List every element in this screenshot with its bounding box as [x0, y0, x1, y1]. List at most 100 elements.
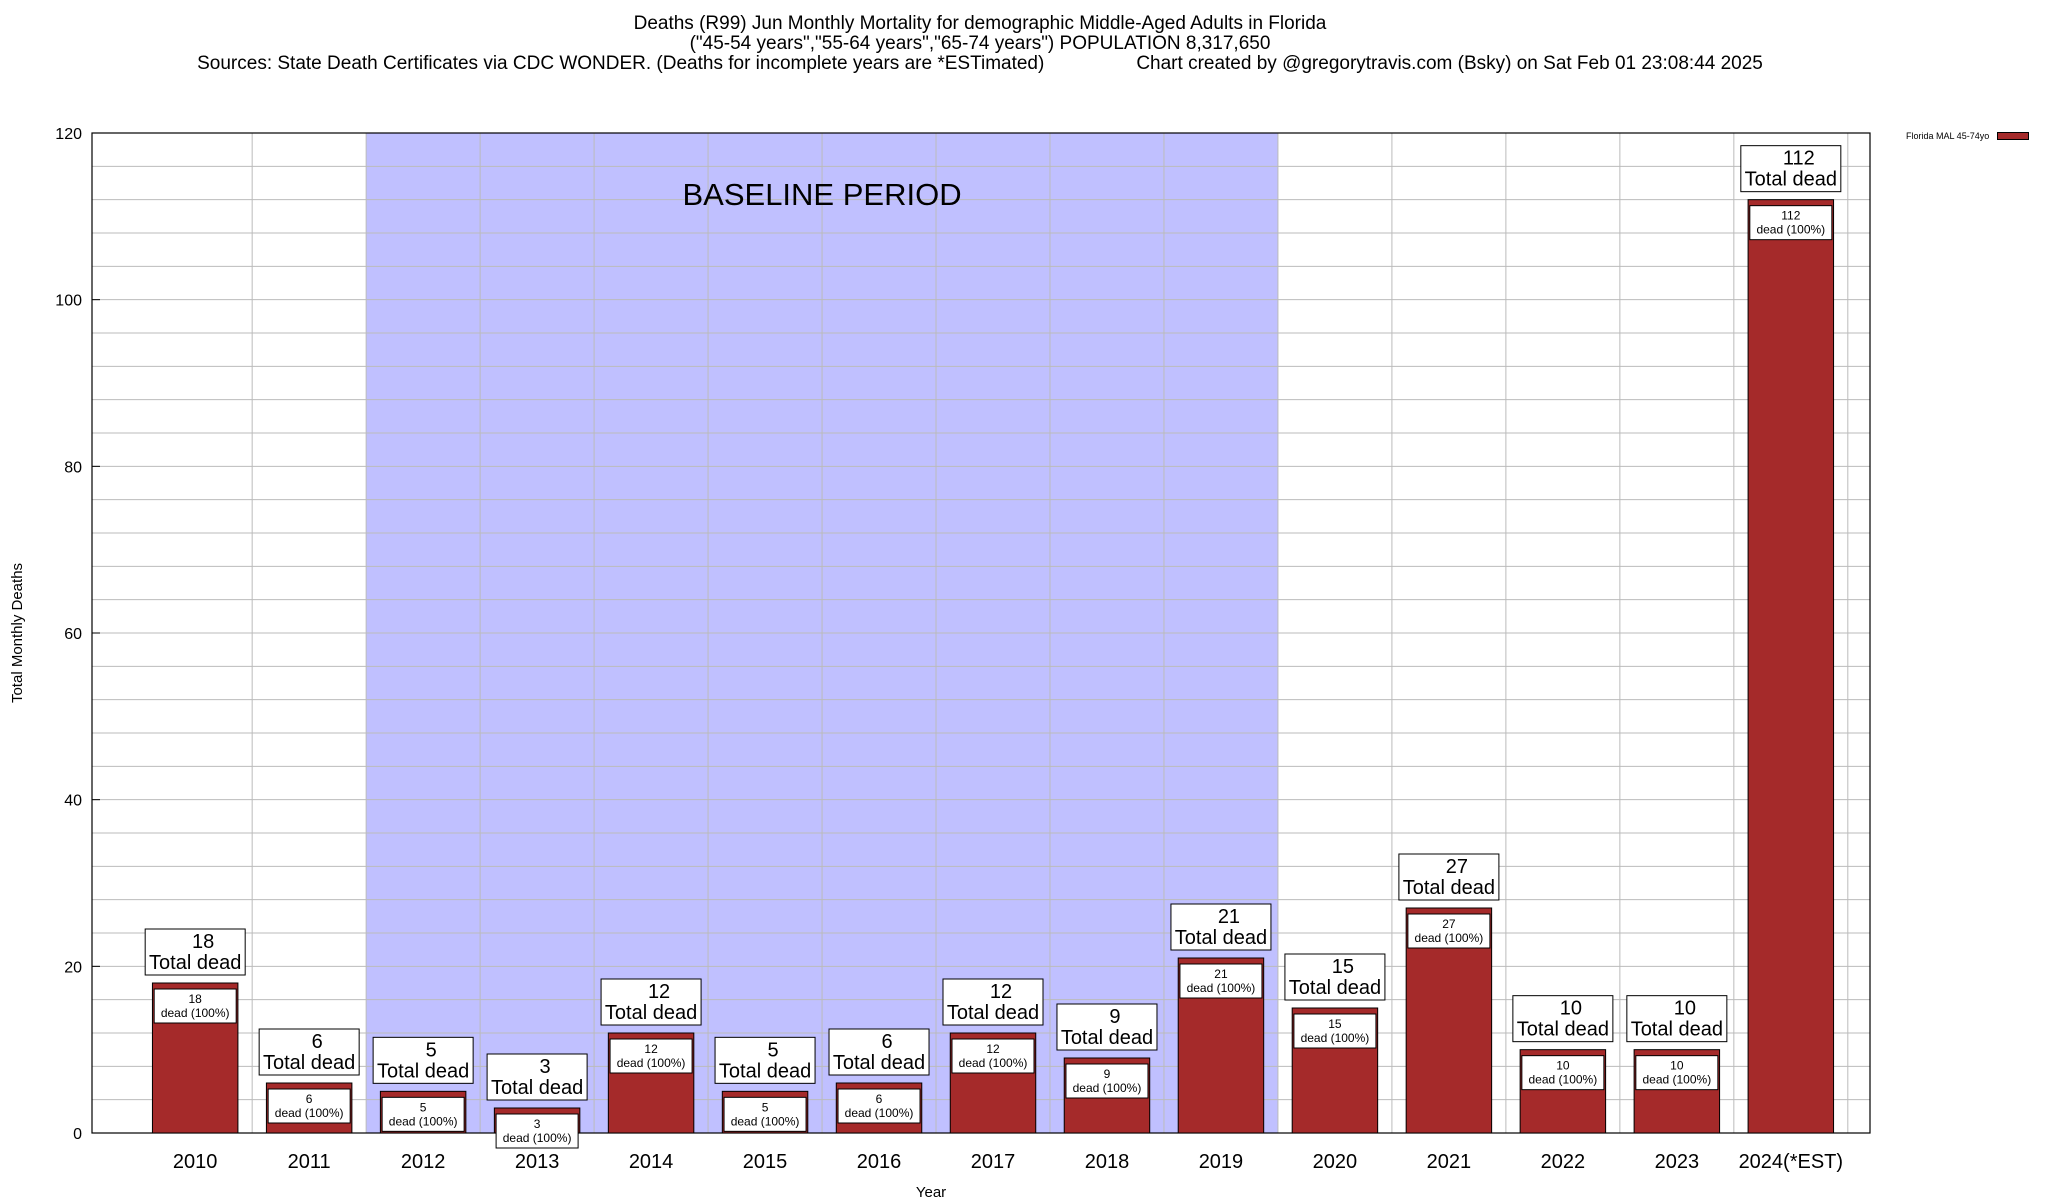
bar-inner-label-box: [1293, 1013, 1377, 1049]
bar-top-label-box: [600, 978, 702, 1026]
bar-inner-value: 5: [420, 1100, 427, 1114]
bar-top-label-box: [1398, 853, 1500, 901]
bar-top-label-box: [1284, 953, 1386, 1001]
bar-inner-label-box: [1521, 1055, 1605, 1091]
chart-title: Deaths (R99) Jun Monthly Mortality for d…: [633, 13, 1327, 34]
bar-top-label-box: [1170, 903, 1272, 951]
bar-inner-label-box: [951, 1038, 1035, 1074]
x-tick-label: 2013: [515, 1151, 560, 1173]
y-tick-label: 100: [55, 293, 82, 310]
bar-inner-text: dead (100%): [161, 1006, 230, 1020]
bar-top-value: 6: [312, 1031, 323, 1053]
bar-inner-label-box: [1065, 1063, 1149, 1099]
y-tick-label: 60: [64, 626, 82, 643]
legend-swatch: [1997, 132, 2030, 140]
y-tick-label: 120: [55, 126, 82, 143]
x-tick-label: 2024(*EST): [1739, 1151, 1844, 1173]
bar-top-label-box: [144, 928, 246, 976]
bar-inner-text: dead (100%): [1529, 1073, 1598, 1087]
y-tick-label: 80: [64, 459, 82, 476]
x-tick-label: 2010: [173, 1151, 218, 1173]
y-axis-label: Total Monthly Deaths: [9, 563, 26, 703]
x-tick-label: 2021: [1427, 1151, 1472, 1173]
bar-inner-label-box: [723, 1096, 807, 1132]
bar-top-text: Total dead: [149, 952, 241, 974]
bar-inner-value: 27: [1442, 917, 1456, 931]
bar-top-text: Total dead: [1403, 877, 1495, 899]
bar-top-value: 18: [192, 931, 214, 953]
bar-top-text: Total dead: [605, 1002, 697, 1024]
bar-top-value: 9: [1109, 1006, 1120, 1028]
bar-top-value: 10: [1674, 998, 1696, 1020]
bar-top-text: Total dead: [1631, 1019, 1723, 1041]
bar-top-text: Total dead: [1517, 1019, 1609, 1041]
bar-inner-value: 112: [1781, 209, 1800, 223]
bar-top-value: 5: [767, 1039, 778, 1061]
bar-top-text: Total dead: [1175, 927, 1267, 949]
bar-inner-text: dead (100%): [1756, 223, 1825, 237]
bar-top-value: 6: [881, 1031, 892, 1053]
bar-top-value: 27: [1446, 856, 1468, 878]
bar-inner-value: 5: [762, 1100, 769, 1114]
x-tick-label: 2011: [288, 1151, 331, 1173]
bar-inner-label-box: [1407, 913, 1491, 949]
bar-top-label-box: [714, 1036, 816, 1084]
y-tick-label: 40: [64, 793, 82, 810]
bar-top-value: 15: [1332, 956, 1354, 978]
bar-top-value: 3: [540, 1056, 551, 1078]
x-tick-label: 2020: [1313, 1151, 1358, 1173]
bar-top-label-box: [942, 978, 1044, 1026]
bar-inner-label-box: [381, 1096, 465, 1132]
bar-top-value: 12: [990, 981, 1012, 1003]
bar-inner-label-box: [495, 1113, 579, 1149]
bar-inner-value: 3: [534, 1117, 541, 1131]
x-tick-label: 2016: [857, 1151, 902, 1173]
bar-inner-text: dead (100%): [1073, 1081, 1142, 1095]
bar-top-label-box: [372, 1036, 474, 1084]
x-tick-label: 2015: [743, 1151, 788, 1173]
bar-inner-label-box: [1749, 205, 1833, 241]
bar-top-label-box: [1056, 1003, 1158, 1051]
bar-top-value: 112: [1783, 148, 1815, 170]
chart-sources: Sources: State Death Certificates via CD…: [197, 53, 1045, 74]
bar-top-label-box: [1512, 995, 1614, 1043]
bar-inner-label-box: [837, 1088, 921, 1124]
bar-inner-text: dead (100%): [959, 1056, 1028, 1070]
bar-top-label-box: [1626, 995, 1728, 1043]
bar-inner-value: 15: [1328, 1017, 1342, 1031]
y-tick-label: 20: [64, 959, 82, 976]
bar-top-text: Total dead: [719, 1060, 811, 1082]
x-axis-label: Year: [916, 1184, 946, 1200]
bar-inner-label-box: [1179, 963, 1263, 999]
chart-title-block: Deaths (R99) Jun Monthly Mortality for d…: [0, 14, 1960, 74]
x-tick-label: 2018: [1085, 1151, 1130, 1173]
bar-top-value: 10: [1560, 998, 1582, 1020]
chart-credit: Chart created by @gregorytravis.com (Bsk…: [1136, 53, 1763, 74]
bar-inner-text: dead (100%): [389, 1114, 458, 1128]
y-tick-label: 0: [73, 1126, 82, 1143]
bar-top-value: 12: [648, 981, 670, 1003]
x-tick-label: 2022: [1541, 1151, 1586, 1173]
bar-inner-label-box: [1635, 1055, 1719, 1091]
bar-top-text: Total dead: [833, 1052, 925, 1074]
bar-inner-value: 10: [1556, 1059, 1570, 1073]
bar-inner-text: dead (100%): [731, 1114, 800, 1128]
bar-inner-text: dead (100%): [1642, 1073, 1711, 1087]
bar-top-text: Total dead: [1289, 977, 1381, 999]
bar-top-text: Total dead: [491, 1077, 583, 1099]
legend: Florida MAL 45-74yo: [1906, 131, 2030, 141]
bar-top-label-box: [1740, 145, 1842, 193]
bar-inner-value: 10: [1670, 1059, 1684, 1073]
bar-top-label-box: [258, 1028, 360, 1076]
x-tick-label: 2019: [1199, 1151, 1244, 1173]
bar-inner-value: 6: [876, 1092, 883, 1106]
bar-inner-text: dead (100%): [1301, 1031, 1370, 1045]
x-tick-label: 2017: [971, 1151, 1016, 1173]
bar-inner-value: 6: [306, 1092, 313, 1106]
bar-inner-value: 21: [1214, 967, 1228, 981]
bar-inner-value: 12: [986, 1042, 1000, 1056]
chart-subtitle: ("45-54 years","55-64 years","65-74 year…: [689, 33, 1271, 54]
bar-top-label-box: [828, 1028, 930, 1076]
x-tick-label: 2014: [629, 1151, 674, 1173]
bar-top-text: Total dead: [377, 1060, 469, 1082]
